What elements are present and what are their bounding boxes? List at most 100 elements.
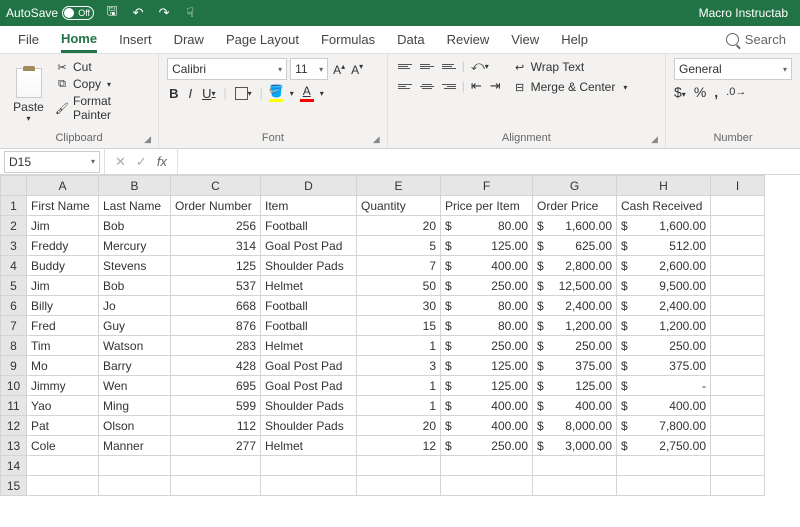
cell[interactable]: 3 [357, 356, 441, 376]
cell[interactable]: $512.00 [617, 236, 711, 256]
cell[interactable] [27, 456, 99, 476]
cell[interactable]: 50 [357, 276, 441, 296]
cell[interactable]: Bob [99, 216, 171, 236]
cell[interactable]: Goal Post Pad [261, 236, 357, 256]
cell[interactable] [711, 216, 765, 236]
cell[interactable]: $250.00 [441, 436, 533, 456]
tab-page-layout[interactable]: Page Layout [226, 28, 299, 51]
column-header[interactable]: B [99, 176, 171, 196]
cell[interactable]: $1,600.00 [533, 216, 617, 236]
cell[interactable]: 125 [171, 256, 261, 276]
tab-view[interactable]: View [511, 28, 539, 51]
cell[interactable]: $400.00 [441, 256, 533, 276]
cell[interactable]: Jim [27, 276, 99, 296]
cell[interactable]: Ming [99, 396, 171, 416]
orientation-button[interactable]: ⤺▾ [469, 58, 491, 74]
font-color-button[interactable]: A [300, 84, 314, 102]
cell[interactable]: 5 [357, 236, 441, 256]
cell[interactable] [617, 456, 711, 476]
cell[interactable]: $375.00 [533, 356, 617, 376]
cell[interactable] [711, 196, 765, 216]
touch-mode-icon[interactable]: ☟ [182, 5, 198, 21]
cell[interactable] [711, 416, 765, 436]
cell[interactable] [711, 476, 765, 496]
cell[interactable]: Helmet [261, 276, 357, 296]
accept-formula-icon[interactable]: ✓ [136, 154, 147, 170]
cell[interactable]: Wen [99, 376, 171, 396]
font-size-combo[interactable]: 11▾ [290, 58, 328, 80]
cell[interactable]: $2,750.00 [617, 436, 711, 456]
cell[interactable]: 668 [171, 296, 261, 316]
cell[interactable]: 20 [357, 216, 441, 236]
cell[interactable] [711, 356, 765, 376]
column-header[interactable]: I [711, 176, 765, 196]
cell[interactable]: 30 [357, 296, 441, 316]
cell[interactable] [441, 476, 533, 496]
cell[interactable]: 20 [357, 416, 441, 436]
cell[interactable] [171, 476, 261, 496]
cell[interactable]: $2,800.00 [533, 256, 617, 276]
cell[interactable]: Shoulder Pads [261, 396, 357, 416]
cell[interactable]: Yao [27, 396, 99, 416]
row-header[interactable]: 3 [1, 236, 27, 256]
underline-button[interactable]: U▾ [200, 86, 217, 101]
cell[interactable]: 12 [357, 436, 441, 456]
cell[interactable]: Barry [99, 356, 171, 376]
increase-font-icon[interactable]: A▴ [331, 62, 347, 77]
row-header[interactable]: 6 [1, 296, 27, 316]
font-name-combo[interactable]: Calibri▾ [167, 58, 287, 80]
cell[interactable]: Manner [99, 436, 171, 456]
formula-input[interactable] [178, 151, 800, 173]
cancel-formula-icon[interactable]: ✕ [115, 154, 126, 170]
cell[interactable] [711, 316, 765, 336]
cell[interactable]: 112 [171, 416, 261, 436]
cell[interactable]: Watson [99, 336, 171, 356]
cell[interactable]: $7,800.00 [617, 416, 711, 436]
row-header[interactable]: 5 [1, 276, 27, 296]
cell[interactable]: $125.00 [441, 356, 533, 376]
row-header[interactable]: 10 [1, 376, 27, 396]
cell[interactable] [261, 456, 357, 476]
cell[interactable] [533, 476, 617, 496]
cell[interactable]: 1 [357, 376, 441, 396]
cell[interactable]: $250.00 [533, 336, 617, 356]
cell[interactable]: First Name [27, 196, 99, 216]
bold-button[interactable]: B [167, 86, 180, 101]
cell[interactable] [27, 476, 99, 496]
select-all-corner[interactable] [1, 176, 27, 196]
cell[interactable] [711, 376, 765, 396]
cell[interactable] [711, 296, 765, 316]
cell[interactable]: Order Price [533, 196, 617, 216]
cell[interactable]: 314 [171, 236, 261, 256]
cell[interactable] [171, 456, 261, 476]
column-header[interactable]: D [261, 176, 357, 196]
tab-help[interactable]: Help [561, 28, 588, 51]
cell[interactable]: Jimmy [27, 376, 99, 396]
tab-draw[interactable]: Draw [174, 28, 204, 51]
align-middle-button[interactable] [418, 58, 436, 74]
border-button[interactable]: ▾ [233, 87, 254, 100]
cell[interactable]: 537 [171, 276, 261, 296]
cell[interactable] [441, 456, 533, 476]
name-box[interactable]: D15▾ [4, 151, 100, 173]
cell[interactable]: 256 [171, 216, 261, 236]
cell[interactable]: $2,400.00 [533, 296, 617, 316]
cell[interactable]: $1,600.00 [617, 216, 711, 236]
cell[interactable] [99, 456, 171, 476]
increase-decimal-button[interactable]: .0→ [726, 86, 746, 98]
cell[interactable]: $80.00 [441, 296, 533, 316]
cell[interactable] [711, 436, 765, 456]
cell[interactable]: Bob [99, 276, 171, 296]
cell[interactable]: Freddy [27, 236, 99, 256]
cell[interactable]: 695 [171, 376, 261, 396]
cell[interactable]: $80.00 [441, 216, 533, 236]
font-launcher-icon[interactable]: ◢ [373, 134, 383, 144]
cell[interactable]: $1,200.00 [533, 316, 617, 336]
cell[interactable]: $625.00 [533, 236, 617, 256]
copy-button[interactable]: ⧉Copy▾ [55, 77, 150, 91]
cell[interactable]: $- [617, 376, 711, 396]
cell[interactable]: Jim [27, 216, 99, 236]
cell[interactable]: $400.00 [533, 396, 617, 416]
autosave-toggle[interactable]: AutoSave Off [6, 6, 94, 20]
row-header[interactable]: 11 [1, 396, 27, 416]
